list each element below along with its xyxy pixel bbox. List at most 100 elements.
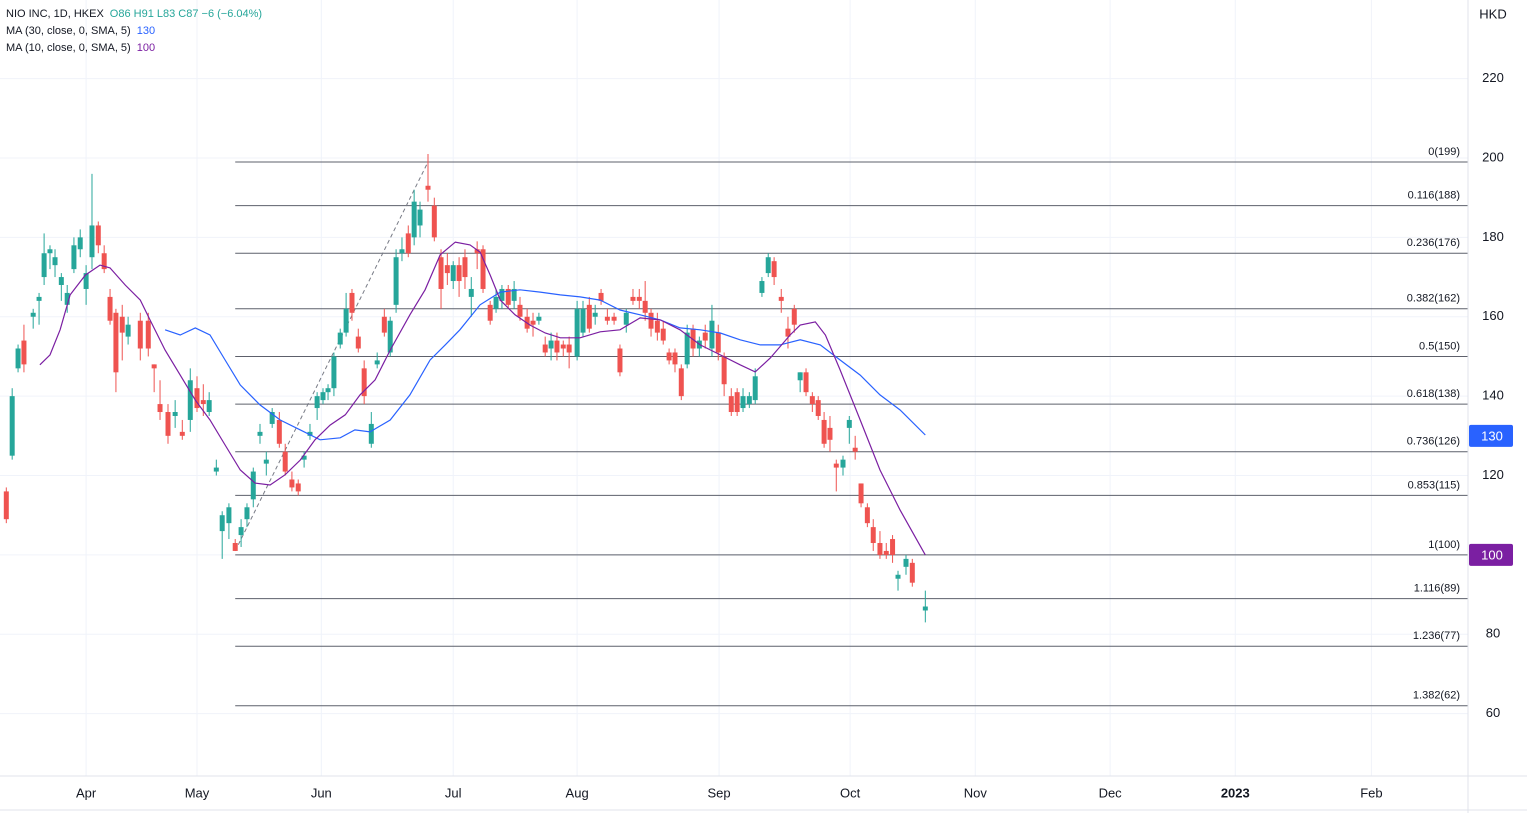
candle-body bbox=[77, 237, 83, 250]
candle-body bbox=[728, 396, 734, 413]
candle-body bbox=[752, 376, 758, 401]
candle-body bbox=[343, 308, 349, 333]
candle-body bbox=[586, 304, 592, 329]
ma-line bbox=[39, 241, 926, 556]
candle-body bbox=[450, 265, 456, 282]
candle-body bbox=[387, 320, 393, 353]
candle-body bbox=[295, 483, 301, 492]
y-tick-label: 80 bbox=[1486, 626, 1500, 641]
candle-body bbox=[71, 245, 77, 270]
fib-label: 0(199) bbox=[1428, 146, 1460, 158]
x-tick-label: May bbox=[185, 785, 210, 800]
candle-body bbox=[238, 527, 244, 536]
candle-body bbox=[833, 463, 839, 468]
y-tick-label: 140 bbox=[1482, 388, 1504, 403]
x-tick-label: Sep bbox=[708, 785, 731, 800]
candle-body bbox=[654, 320, 660, 333]
fib-label: 0.853(115) bbox=[1408, 479, 1460, 491]
legend-ma10: MA (10, close, 0, SMA, 5) 100 bbox=[6, 42, 155, 54]
x-tick-label: Jul bbox=[445, 785, 462, 800]
candle-body bbox=[903, 558, 909, 567]
candle-body bbox=[325, 388, 331, 393]
candle-body bbox=[64, 292, 70, 305]
y-tick-label: 60 bbox=[1486, 705, 1500, 720]
fib-label: 1.236(77) bbox=[1413, 630, 1460, 642]
candle-body bbox=[809, 396, 815, 405]
candle-body bbox=[314, 396, 320, 409]
candle-body bbox=[505, 288, 511, 305]
candle-body bbox=[560, 344, 566, 349]
candle-body bbox=[922, 606, 928, 611]
candle-body bbox=[785, 328, 791, 337]
candle-body bbox=[107, 296, 113, 321]
candle-body bbox=[361, 368, 367, 397]
candle-body bbox=[474, 249, 480, 254]
candle-body bbox=[320, 392, 326, 401]
candle-body bbox=[368, 423, 374, 444]
fib-label: 0.116(188) bbox=[1408, 190, 1460, 202]
candle-body bbox=[536, 316, 542, 321]
price-tag bbox=[1469, 543, 1513, 566]
candle-body bbox=[660, 328, 666, 341]
legend-name: MA (10, close, 0, SMA, 5) bbox=[6, 42, 131, 54]
x-tick-label: 2023 bbox=[1221, 785, 1250, 800]
price-tag-label: 100 bbox=[1481, 547, 1503, 562]
candle-body bbox=[282, 451, 288, 472]
candle-body bbox=[3, 491, 9, 520]
candle-body bbox=[740, 396, 746, 409]
candle-body bbox=[113, 312, 119, 373]
axes-layer: 60 80 100 120 140 160 180 200 220 Apr May Jun Jul Aug… bbox=[76, 70, 1513, 800]
legend-symbol: NIO INC, 1D, HKEX O86 H91 L83 C87 −6 (−6.… bbox=[6, 8, 262, 20]
candle-body bbox=[125, 324, 131, 337]
candle-body bbox=[462, 257, 468, 278]
candle-body bbox=[194, 388, 200, 409]
candle-body bbox=[493, 296, 499, 309]
x-tick-label: Dec bbox=[1099, 785, 1123, 800]
plot-layer bbox=[3, 154, 928, 623]
fib-label: 0.236(176) bbox=[1407, 237, 1460, 249]
candle-body bbox=[702, 332, 708, 341]
candle-body bbox=[746, 396, 752, 405]
candle-body bbox=[83, 273, 89, 289]
y-tick-label: 160 bbox=[1482, 308, 1504, 323]
candle-body bbox=[734, 392, 740, 413]
candle-body bbox=[200, 400, 206, 405]
candle-body bbox=[157, 404, 163, 413]
candle-body bbox=[399, 249, 405, 254]
candle-body bbox=[604, 316, 610, 321]
candle-body bbox=[778, 296, 784, 301]
candle-body bbox=[232, 543, 238, 551]
fib-label: 0.736(126) bbox=[1407, 436, 1460, 448]
candle-body bbox=[678, 368, 684, 397]
candle-body bbox=[95, 225, 101, 246]
candle-body bbox=[642, 300, 648, 313]
candle-body bbox=[151, 364, 157, 369]
candle-body bbox=[172, 412, 178, 416]
candle-body bbox=[244, 507, 250, 520]
candle-body bbox=[821, 419, 827, 444]
x-tick-label: Aug bbox=[566, 785, 589, 800]
candle-body bbox=[405, 233, 411, 254]
candle-body bbox=[715, 332, 721, 353]
candle-body bbox=[765, 257, 771, 274]
candle-body bbox=[52, 257, 58, 266]
price-tag bbox=[1469, 424, 1513, 447]
candle-body bbox=[337, 332, 343, 345]
candle-body bbox=[895, 574, 901, 579]
x-tick-label: Nov bbox=[964, 785, 988, 800]
candle-body bbox=[592, 312, 598, 317]
legend-ma30: MA (30, close, 0, SMA, 5) 130 bbox=[6, 25, 155, 37]
candle-body bbox=[257, 431, 263, 436]
fib-layer: 0(199) 0.116(188) 0.236(176) 0.382(162) 0.5(… bbox=[234, 146, 1468, 707]
candle-body bbox=[684, 332, 690, 365]
candle-body bbox=[870, 527, 876, 544]
candle-body bbox=[548, 340, 554, 349]
candle-body bbox=[331, 356, 337, 389]
candle-body bbox=[636, 296, 642, 301]
candle-body bbox=[58, 277, 64, 285]
candle-body bbox=[617, 348, 623, 373]
candle-body bbox=[145, 320, 151, 349]
candle-body bbox=[511, 288, 517, 301]
candle-body bbox=[41, 253, 47, 278]
